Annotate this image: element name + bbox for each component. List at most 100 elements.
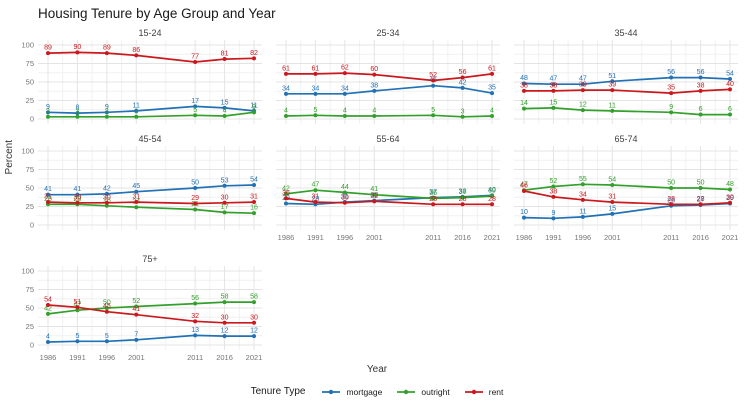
point-label: 30 [726, 194, 734, 201]
svg-text:2011: 2011 [425, 233, 441, 242]
point-label: 40 [726, 81, 734, 88]
y-tick-labels: 0 25 50 75 100 [21, 41, 34, 124]
point-label: 56 [191, 295, 199, 302]
point-label: 42 [459, 79, 467, 86]
facet-15-24: 15-24 9 8 9 11 17 15 11 3 3 3 3 5 4 9 89 90 89 86 77 81 82 0 25… [18, 26, 262, 124]
point-label: 40 [488, 187, 496, 194]
chart-title: Housing Tenure by Age Group and Year [38, 6, 276, 21]
point-label: 47 [579, 76, 587, 83]
point-label: 28 [488, 196, 496, 203]
point-label: 42 [282, 185, 290, 192]
point-label: 31 [608, 194, 616, 201]
point-label: 30 [221, 194, 229, 201]
point-label: 11 [250, 102, 257, 109]
series-outright: 3 3 3 3 5 4 9 [46, 104, 256, 119]
point-label: 3 [134, 108, 138, 115]
facet-panel: 48 47 47 51 56 56 54 14 15 12 11 9 6 6 38 38 39 39 35 38 40 [514, 40, 738, 124]
legend-key-mortgage [322, 389, 341, 394]
point-label: 30 [250, 314, 258, 321]
point-label: 45 [132, 183, 140, 190]
point-label: 31 [44, 194, 52, 201]
point-label: 17 [221, 204, 229, 211]
point-label: 61 [312, 65, 320, 72]
svg-text:2016: 2016 [454, 233, 471, 242]
point-label: 30 [221, 314, 229, 321]
point-label: 51 [74, 299, 82, 306]
point-label: 46 [520, 182, 528, 189]
point-label: 39 [488, 188, 496, 195]
point-label: 4 [490, 108, 494, 115]
legend-item-mortgage: mortgage [321, 387, 382, 397]
series-mortgage: 34343438454235 [282, 77, 496, 96]
point-label: 28 [429, 196, 437, 203]
point-label: 4 [223, 108, 227, 115]
legend-label: rent [488, 386, 504, 397]
legend-items: mortgage outright rent [321, 387, 503, 397]
point-label: 38 [520, 82, 528, 89]
svg-text:2001: 2001 [604, 233, 621, 242]
point-label: 38 [550, 82, 558, 89]
point-label: 41 [370, 186, 378, 193]
point-label: 56 [459, 69, 467, 76]
point-label: 62 [341, 65, 349, 72]
point-label: 39 [579, 82, 587, 89]
point-label: 54 [726, 71, 734, 78]
series-rent: 89 90 89 86 77 81 82 [44, 44, 258, 65]
legend-label: mortgage [346, 386, 383, 397]
point-label: 50 [697, 180, 705, 187]
point-label: 52 [429, 72, 437, 79]
point-label: 38 [550, 188, 558, 195]
svg-text:2021: 2021 [246, 353, 262, 362]
point-label: 28 [74, 196, 82, 203]
point-label: 41 [44, 186, 52, 193]
point-label: 5 [75, 333, 79, 340]
point-label: 30 [341, 194, 349, 201]
point-label: 3 [46, 108, 50, 115]
point-label: 32 [370, 193, 378, 200]
svg-text:75: 75 [26, 165, 34, 174]
point-label: 32 [191, 313, 199, 320]
point-label: 6 [728, 106, 732, 113]
series-rent: 54 51 45 41 32 30 30 [44, 297, 258, 325]
point-label: 5 [431, 107, 435, 114]
point-label: 37 [459, 189, 467, 196]
point-label: 41 [74, 186, 82, 193]
series-outright: 14 15 12 11 9 6 6 [520, 99, 732, 117]
svg-text:2021: 2021 [484, 233, 500, 242]
point-label: 53 [221, 177, 229, 184]
series-rent: 46 38 34 31 28 28 30 [520, 182, 734, 207]
point-label: 61 [488, 65, 496, 72]
series-mortgage: 41 41 42 45 50 53 54 [44, 177, 258, 197]
point-label: 54 [608, 177, 616, 184]
svg-text:2021: 2021 [722, 233, 738, 242]
point-label: 8 [75, 105, 79, 112]
facet-45-54: 45-5441414245505354282826242117163130303… [18, 132, 262, 230]
point-label: 42 [103, 185, 111, 192]
point-label: 5 [193, 107, 197, 114]
svg-text:100: 100 [21, 41, 34, 50]
point-label: 38 [370, 82, 378, 89]
point-label: 26 [103, 197, 111, 204]
point-label: 31 [341, 194, 349, 201]
point-label: 30 [74, 194, 82, 201]
point-label: 11 [133, 102, 140, 109]
point-label: 58 [221, 294, 229, 301]
point-label: 54 [250, 177, 258, 184]
point-label: 47 [550, 76, 558, 83]
point-label: 34 [282, 85, 290, 92]
point-label: 4 [46, 334, 50, 341]
point-label: 52 [132, 298, 140, 305]
point-label: 15 [608, 205, 616, 212]
point-label: 36 [282, 190, 290, 197]
point-label: 3 [105, 108, 109, 115]
point-label: 77 [191, 54, 199, 61]
point-label: 28 [459, 196, 467, 203]
point-label: 58 [250, 294, 258, 301]
point-label: 9 [252, 104, 256, 111]
x-axis-title: Year [366, 364, 388, 375]
facet-title: 25-34 [376, 28, 400, 38]
svg-text:2011: 2011 [187, 353, 203, 362]
facet-title: 45-54 [138, 134, 162, 144]
